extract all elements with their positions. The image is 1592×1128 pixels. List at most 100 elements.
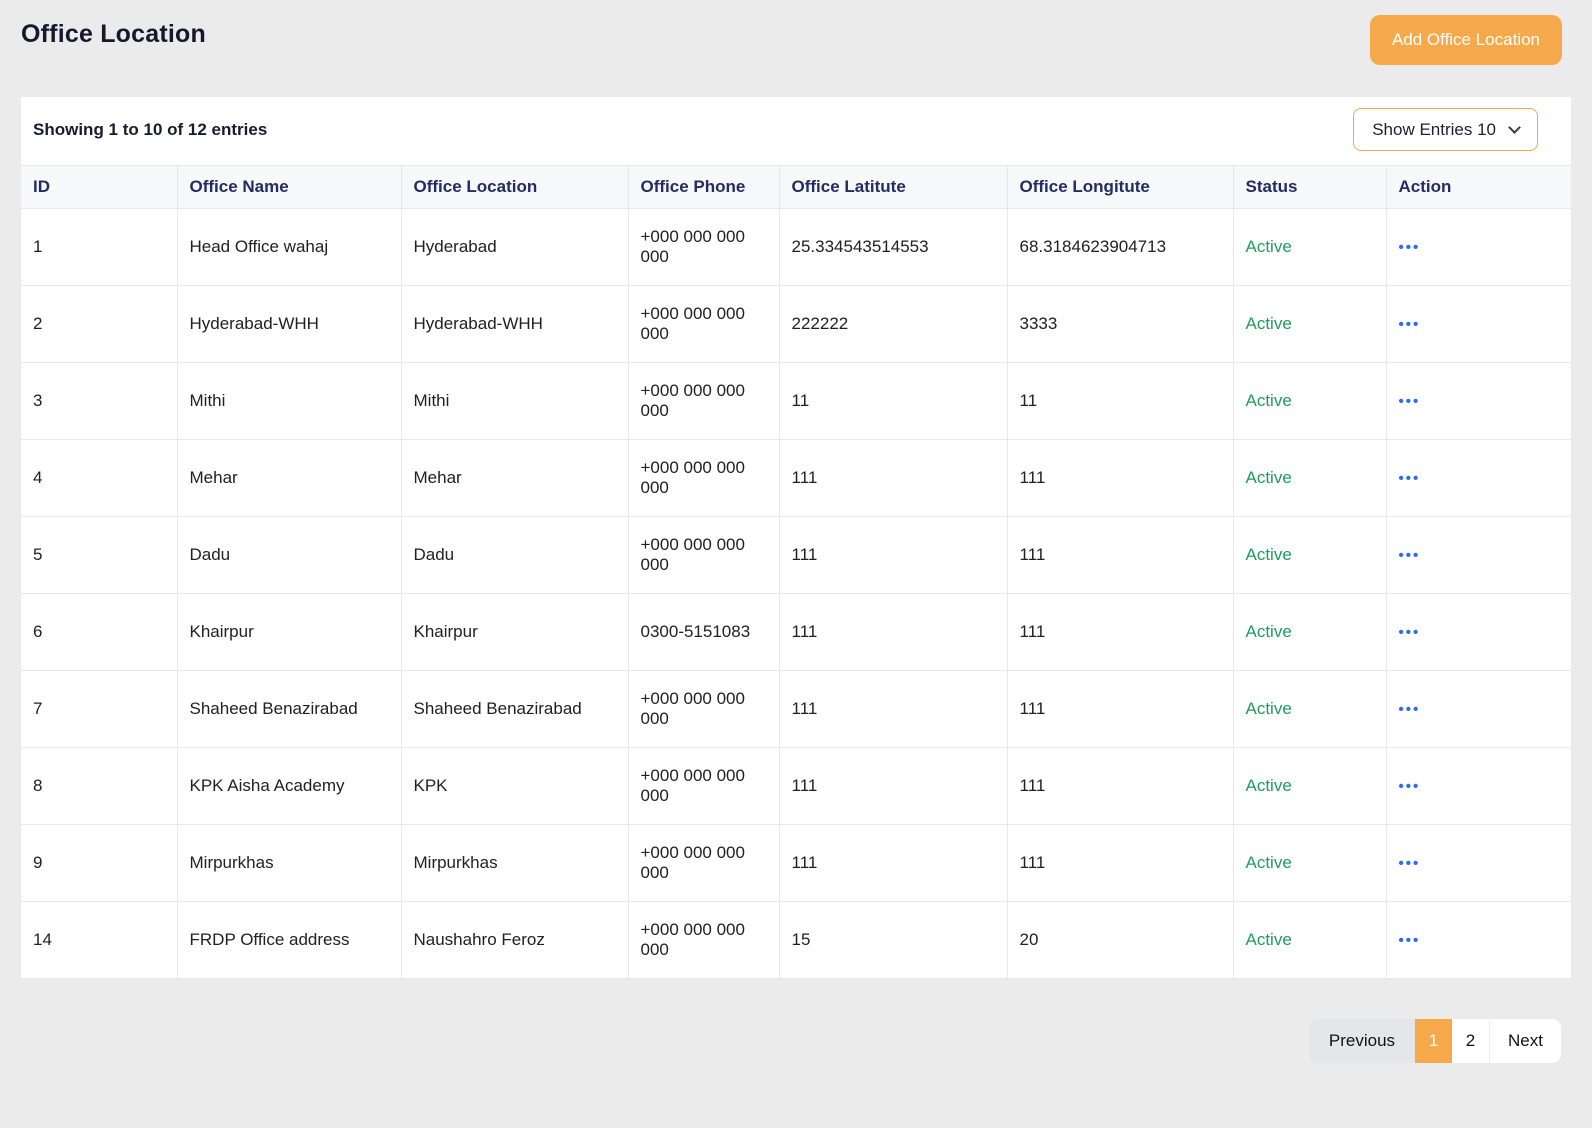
cell-office-latitute: 111 [779, 824, 1008, 902]
column-header-office-location: Office Location [401, 165, 629, 209]
row-actions-button[interactable]: ••• [1398, 855, 1421, 872]
row-actions-button[interactable]: ••• [1398, 470, 1421, 487]
cell-status: Active [1233, 439, 1387, 517]
cell-office-latitute: 111 [779, 439, 1008, 517]
cell-office-name: Hyderabad-WHH [177, 285, 402, 363]
cell-office-latitute: 15 [779, 901, 1008, 979]
cell-status: Active [1233, 285, 1387, 363]
cell-status: Active [1233, 670, 1387, 748]
cell-action: ••• [1386, 362, 1571, 440]
table-row: 2 Hyderabad-WHH Hyderabad-WHH +000 000 0… [21, 285, 1571, 363]
cell-office-phone: +000 000 000 000 [628, 362, 780, 440]
cell-id: 7 [21, 670, 178, 748]
cell-office-latitute: 111 [779, 516, 1008, 594]
show-entries-dropdown[interactable]: Show Entries 10 [1353, 108, 1538, 151]
cell-action: ••• [1386, 824, 1571, 902]
pagination-page-1-button[interactable]: 1 [1415, 1019, 1453, 1063]
cell-status: Active [1233, 208, 1387, 286]
cell-id: 3 [21, 362, 178, 440]
cell-office-name: FRDP Office address [177, 901, 402, 979]
table-card-header: Showing 1 to 10 of 12 entries Show Entri… [21, 97, 1571, 165]
cell-office-longitute: 11 [1007, 362, 1234, 440]
table-body: 1 Head Office wahaj Hyderabad +000 000 0… [21, 208, 1571, 979]
row-actions-button[interactable]: ••• [1398, 624, 1421, 641]
column-header-office-longitute: Office Longitute [1007, 165, 1234, 209]
cell-office-name: Mithi [177, 362, 402, 440]
table-row: 7 Shaheed Benazirabad Shaheed Benaziraba… [21, 670, 1571, 748]
column-header-id: ID [21, 165, 178, 209]
cell-action: ••• [1386, 747, 1571, 825]
cell-id: 9 [21, 824, 178, 902]
row-actions-button[interactable]: ••• [1398, 547, 1421, 564]
table-row: 6 Khairpur Khairpur 0300-5151083 111 111… [21, 593, 1571, 671]
cell-office-longitute: 3333 [1007, 285, 1234, 363]
cell-office-longitute: 111 [1007, 824, 1234, 902]
table-row: 3 Mithi Mithi +000 000 000 000 11 11 Act… [21, 362, 1571, 440]
cell-office-longitute: 111 [1007, 747, 1234, 825]
office-location-table: ID Office Name Office Location Office Ph… [21, 165, 1571, 979]
cell-action: ••• [1386, 593, 1571, 671]
cell-office-phone: 0300-5151083 [628, 593, 780, 671]
cell-office-longitute: 111 [1007, 516, 1234, 594]
cell-office-location: Dadu [401, 516, 629, 594]
column-header-status: Status [1233, 165, 1387, 209]
cell-id: 1 [21, 208, 178, 286]
cell-status: Active [1233, 901, 1387, 979]
pagination-next-button[interactable]: Next [1489, 1019, 1561, 1063]
row-actions-button[interactable]: ••• [1398, 239, 1421, 256]
cell-status: Active [1233, 824, 1387, 902]
add-office-location-button[interactable]: Add Office Location [1369, 15, 1562, 65]
table-row: 5 Dadu Dadu +000 000 000 000 111 111 Act… [21, 516, 1571, 594]
row-actions-button[interactable]: ••• [1398, 393, 1421, 410]
cell-office-phone: +000 000 000 000 [628, 208, 780, 286]
cell-office-location: Shaheed Benazirabad [401, 670, 629, 748]
cell-action: ••• [1386, 516, 1571, 594]
pagination-page-2-button[interactable]: 2 [1452, 1019, 1490, 1063]
cell-office-phone: +000 000 000 000 [628, 516, 780, 594]
show-entries-label: Show Entries 10 [1372, 119, 1496, 139]
cell-office-name: Shaheed Benazirabad [177, 670, 402, 748]
cell-id: 2 [21, 285, 178, 363]
page-title: Office Location [21, 20, 206, 48]
cell-office-name: Mehar [177, 439, 402, 517]
cell-office-location: KPK [401, 747, 629, 825]
cell-office-name: Khairpur [177, 593, 402, 671]
cell-status: Active [1233, 593, 1387, 671]
cell-office-location: Mehar [401, 439, 629, 517]
cell-office-latitute: 222222 [779, 285, 1008, 363]
cell-office-latitute: 11 [779, 362, 1008, 440]
table-row: 4 Mehar Mehar +000 000 000 000 111 111 A… [21, 439, 1571, 517]
row-actions-button[interactable]: ••• [1398, 932, 1421, 949]
table-header-row: ID Office Name Office Location Office Ph… [21, 165, 1571, 209]
column-header-office-name: Office Name [177, 165, 402, 209]
cell-office-phone: +000 000 000 000 [628, 670, 780, 748]
table-row: 1 Head Office wahaj Hyderabad +000 000 0… [21, 208, 1571, 286]
cell-office-longitute: 68.3184623904713 [1007, 208, 1234, 286]
cell-office-phone: +000 000 000 000 [628, 285, 780, 363]
cell-action: ••• [1386, 285, 1571, 363]
cell-office-longitute: 111 [1007, 439, 1234, 517]
row-actions-button[interactable]: ••• [1398, 316, 1421, 333]
cell-status: Active [1233, 362, 1387, 440]
table-row: 9 Mirpurkhas Mirpurkhas +000 000 000 000… [21, 824, 1571, 902]
cell-office-phone: +000 000 000 000 [628, 439, 780, 517]
pagination-previous-button[interactable]: Previous [1308, 1019, 1416, 1063]
row-actions-button[interactable]: ••• [1398, 701, 1421, 718]
cell-office-location: Khairpur [401, 593, 629, 671]
cell-action: ••• [1386, 670, 1571, 748]
cell-office-longitute: 20 [1007, 901, 1234, 979]
cell-office-longitute: 111 [1007, 593, 1234, 671]
cell-action: ••• [1386, 439, 1571, 517]
cell-office-phone: +000 000 000 000 [628, 824, 780, 902]
cell-office-location: Mithi [401, 362, 629, 440]
cell-office-latitute: 25.334543514553 [779, 208, 1008, 286]
chevron-down-icon [1508, 120, 1521, 134]
pagination: Previous 1 2 Next [1308, 1019, 1561, 1063]
row-actions-button[interactable]: ••• [1398, 778, 1421, 795]
cell-office-latitute: 111 [779, 670, 1008, 748]
cell-id: 4 [21, 439, 178, 517]
column-header-action: Action [1386, 165, 1571, 209]
cell-office-phone: +000 000 000 000 [628, 901, 780, 979]
column-header-office-phone: Office Phone [628, 165, 780, 209]
cell-office-name: Head Office wahaj [177, 208, 402, 286]
